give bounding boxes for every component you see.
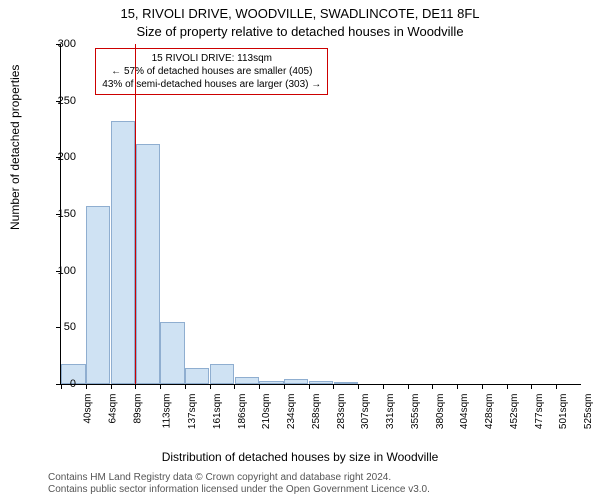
subtitle: Size of property relative to detached ho… [0,24,600,39]
xtick-label: 525sqm [583,394,594,430]
xtick-mark [556,384,557,389]
xtick-mark [383,384,384,389]
xtick-mark [358,384,359,389]
xtick-mark [333,384,334,389]
xtick-label: 307sqm [360,394,371,430]
xtick-mark [284,384,285,389]
footnote: Contains HM Land Registry data © Crown c… [48,472,430,496]
xtick-label: 452sqm [509,394,520,430]
plot-area: 15 RIVOLI DRIVE: 113sqm ← 57% of detache… [60,44,581,385]
histogram-bar [309,381,333,384]
histogram-bar [136,144,160,384]
annotation-box: 15 RIVOLI DRIVE: 113sqm ← 57% of detache… [95,48,328,95]
x-axis-label: Distribution of detached houses by size … [0,450,600,464]
xtick-label: 355sqm [410,394,421,430]
ytick-label: 50 [46,321,76,333]
xtick-mark [210,384,211,389]
ytick-label: 0 [46,378,76,390]
histogram-bar [185,368,209,384]
xtick-label: 428sqm [484,394,495,430]
xtick-mark [259,384,260,389]
histogram-bar [284,379,308,384]
address-title: 15, RIVOLI DRIVE, WOODVILLE, SWADLINCOTE… [0,6,600,21]
xtick-label: 186sqm [237,394,248,430]
histogram-bar [235,377,259,384]
xtick-mark [309,384,310,389]
footnote-line2: Contains public sector information licen… [48,484,430,496]
xtick-mark [86,384,87,389]
xtick-label: 404sqm [460,394,471,430]
xtick-label: 210sqm [261,394,272,430]
xtick-label: 137sqm [187,394,198,430]
chart-container: 15, RIVOLI DRIVE, WOODVILLE, SWADLINCOTE… [0,0,600,500]
xtick-mark [482,384,483,389]
xtick-label: 283sqm [336,394,347,430]
xtick-mark [160,384,161,389]
histogram-bar [334,382,358,384]
xtick-mark [507,384,508,389]
xtick-mark [185,384,186,389]
histogram-bar [86,206,110,384]
histogram-bar [210,364,234,384]
xtick-label: 89sqm [132,394,143,424]
xtick-label: 501sqm [559,394,570,430]
xtick-label: 113sqm [162,394,173,429]
xtick-mark [408,384,409,389]
xtick-label: 477sqm [534,394,545,430]
marker-line [135,44,136,384]
histogram-bar [111,121,135,384]
xtick-label: 40sqm [83,394,94,424]
ytick-label: 300 [46,38,76,50]
xtick-label: 64sqm [107,394,118,424]
xtick-mark [531,384,532,389]
y-axis-label: Number of detached properties [8,65,22,230]
xtick-mark [457,384,458,389]
histogram-bar [259,381,283,384]
xtick-mark [234,384,235,389]
xtick-mark [111,384,112,389]
ytick-label: 150 [46,208,76,220]
xtick-label: 380sqm [435,394,446,430]
ytick-label: 250 [46,95,76,107]
xtick-mark [135,384,136,389]
histogram-bar [160,322,184,384]
ytick-label: 100 [46,265,76,277]
xtick-label: 331sqm [385,394,396,430]
footnote-line1: Contains HM Land Registry data © Crown c… [48,472,430,484]
xtick-label: 234sqm [286,394,297,430]
xtick-label: 161sqm [212,394,223,430]
xtick-label: 258sqm [311,394,322,430]
xtick-mark [432,384,433,389]
ytick-label: 200 [46,151,76,163]
